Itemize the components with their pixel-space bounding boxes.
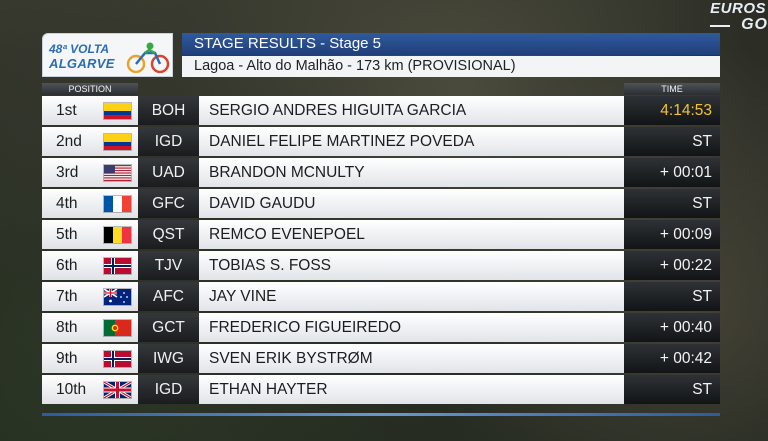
rank: 10th: [56, 381, 87, 398]
result-row: 5th QST REMCO EVENEPOEL + 00:09: [42, 220, 720, 249]
rider-name: BRANDON MCNULTY: [199, 158, 624, 187]
team-code: IGD: [138, 127, 199, 156]
rider-time: ST: [624, 375, 720, 404]
result-row: 6th TJV TOBIAS S. FOSS + 00:22: [42, 251, 720, 280]
portugal-flag-icon: [104, 320, 131, 336]
position-cell: 5th: [42, 220, 138, 249]
uk-flag-icon: [104, 382, 131, 398]
colombia-flag-icon: [104, 134, 131, 150]
rider-name: FREDERICO FIGUEIREDO: [199, 313, 624, 342]
result-row: 10th IGD ETHAN HAYTER ST: [42, 375, 720, 404]
rank: 2nd: [56, 133, 82, 150]
rider-name: JAY VINE: [199, 282, 624, 311]
team-code: BOH: [138, 96, 199, 125]
rider-time: + 00:40: [624, 313, 720, 342]
rider-time: ST: [624, 127, 720, 156]
result-row: 9th IWG SVEN ERIK BYSTRØM + 00:42: [42, 344, 720, 373]
norway-flag-icon: [104, 351, 131, 367]
position-column-header: POSITION: [42, 83, 138, 95]
broadcaster-line1: EUROS: [710, 0, 766, 17]
france-flag-icon: [104, 196, 131, 212]
rank: 8th: [56, 319, 78, 336]
team-code: TJV: [138, 251, 199, 280]
team-code: UAD: [138, 158, 199, 187]
broadcaster-line2: GO: [741, 16, 768, 33]
rider-name: SERGIO ANDRES HIGUITA GARCIA: [199, 96, 624, 125]
norway-flag-icon: [104, 258, 131, 274]
rider-name: TOBIAS S. FOSS: [199, 251, 624, 280]
rank: 3rd: [56, 164, 79, 181]
race-logo: 48ª VOLTA ALGARVE: [42, 33, 173, 77]
belgium-flag-icon: [104, 227, 131, 243]
rider-name: SVEN ERIK BYSTRØM: [199, 344, 624, 373]
australia-flag-icon: [104, 289, 131, 305]
result-row: 1st BOH SERGIO ANDRES HIGUITA GARCIA 4:1…: [42, 96, 720, 125]
rider-name: DANIEL FELIPE MARTINEZ POVEDA: [199, 127, 624, 156]
rider-time: + 00:42: [624, 344, 720, 373]
rank: 6th: [56, 257, 78, 274]
result-row: 3rd UAD BRANDON MCNULTY + 00:01: [42, 158, 720, 187]
rider-name: DAVID GAUDU: [199, 189, 624, 218]
position-cell: 1st: [42, 96, 138, 125]
result-row: 7th AFC JAY VINE ST: [42, 282, 720, 311]
result-row: 8th GCT FREDERICO FIGUEIREDO + 00:40: [42, 313, 720, 342]
rider-time: ST: [624, 189, 720, 218]
results-panel: 48ª VOLTA ALGARVE STAGE RESULTS - Stage …: [42, 33, 720, 416]
rider-time: ST: [624, 282, 720, 311]
colombia-flag-icon: [104, 103, 131, 119]
position-cell: 3rd: [42, 158, 138, 187]
race-logo-name: ALGARVE: [49, 56, 115, 71]
broadcaster-dash: [710, 25, 730, 27]
team-code: GFC: [138, 189, 199, 218]
position-cell: 9th: [42, 344, 138, 373]
team-code: GCT: [138, 313, 199, 342]
rank: 7th: [56, 288, 78, 305]
position-cell: 6th: [42, 251, 138, 280]
result-row: 4th GFC DAVID GAUDU ST: [42, 189, 720, 218]
team-code: AFC: [138, 282, 199, 311]
rank: 1st: [56, 102, 77, 119]
position-cell: 2nd: [42, 127, 138, 156]
bottom-accent-line: [42, 413, 720, 416]
rank: 5th: [56, 226, 78, 243]
rider-time: + 00:01: [624, 158, 720, 187]
team-code: QST: [138, 220, 199, 249]
rank: 9th: [56, 350, 78, 367]
cyclist-logo-icon: [126, 42, 170, 73]
team-code: IGD: [138, 375, 199, 404]
rider-time: + 00:22: [624, 251, 720, 280]
stage-title: STAGE RESULTS - Stage 5: [182, 33, 720, 55]
position-cell: 10th: [42, 375, 138, 404]
rank: 4th: [56, 195, 78, 212]
result-row: 2nd IGD DANIEL FELIPE MARTINEZ POVEDA ST: [42, 127, 720, 156]
position-cell: 4th: [42, 189, 138, 218]
position-cell: 7th: [42, 282, 138, 311]
rider-time: 4:14:53: [624, 96, 720, 125]
rider-name: ETHAN HAYTER: [199, 375, 624, 404]
time-column-header: TIME: [624, 83, 720, 95]
race-logo-edition: 48ª VOLTA: [49, 42, 110, 56]
rider-name: REMCO EVENEPOEL: [199, 220, 624, 249]
position-cell: 8th: [42, 313, 138, 342]
usa-flag-icon: [104, 165, 131, 181]
broadcaster-logo: EUROS GO: [694, 0, 768, 36]
team-code: IWG: [138, 344, 199, 373]
stage-subtitle: Lagoa - Alto do Malhão - 173 km (PROVISI…: [182, 56, 720, 77]
rider-time: + 00:09: [624, 220, 720, 249]
